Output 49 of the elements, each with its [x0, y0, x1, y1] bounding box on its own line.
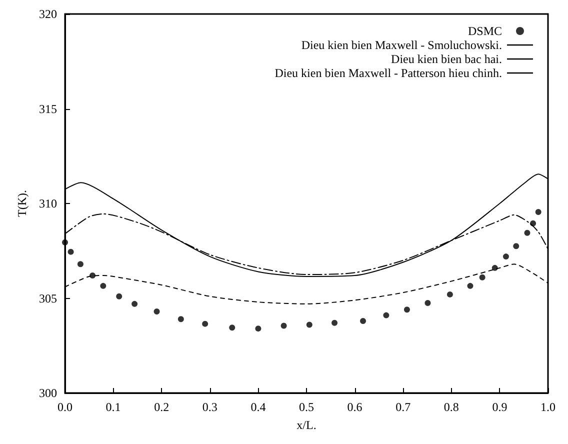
- point: [229, 324, 236, 331]
- x-tick-label: 0.1: [106, 400, 121, 414]
- point: [132, 300, 138, 307]
- point: [332, 320, 338, 326]
- y-axis-title: T(K).: [15, 190, 30, 217]
- x-tick-label: 1.0: [540, 400, 556, 414]
- point: [154, 308, 160, 315]
- point: [255, 326, 262, 332]
- point: [100, 282, 106, 289]
- point: [404, 306, 410, 313]
- point: [280, 322, 287, 329]
- point: [492, 264, 498, 271]
- y-tick-label: 305: [39, 291, 57, 306]
- y-tick-label: 300: [39, 386, 57, 400]
- point: [77, 261, 84, 268]
- legend-label: Dieu kien bien Maxwell - Patterson hieu chinh.: [274, 66, 502, 80]
- x-tick-label: 0.7: [396, 400, 411, 414]
- point: [467, 282, 474, 289]
- x-tick-label: 0.0: [58, 400, 72, 414]
- point: [513, 243, 520, 250]
- point: [90, 272, 96, 279]
- point: [306, 322, 312, 328]
- point: [535, 209, 542, 216]
- point: [202, 320, 208, 327]
- point: [502, 254, 509, 260]
- x-tick-label: 0.2: [154, 400, 170, 414]
- x-axis-title: x/L.: [296, 418, 316, 432]
- point: [62, 239, 68, 246]
- x-tick-label: 0.5: [299, 400, 314, 414]
- y-tick-label: 315: [39, 102, 57, 116]
- point: [446, 291, 453, 298]
- legend-label: Dieu kien bien Maxwell - Smoluchowski.: [301, 38, 502, 52]
- point: [424, 300, 431, 306]
- point: [360, 318, 366, 324]
- legend-label: DSMC: [468, 24, 502, 38]
- x-tick-label: 0.6: [347, 400, 362, 414]
- point: [479, 274, 486, 280]
- y-tick-label: 310: [39, 196, 57, 210]
- y-tick-label: 320: [39, 7, 57, 21]
- point: [116, 293, 122, 300]
- point: [178, 316, 184, 322]
- x-tick-label: 0.9: [492, 400, 508, 414]
- point: [383, 312, 390, 318]
- point: [524, 230, 530, 236]
- legend-label: Dieu kien bien bac hai.: [391, 52, 502, 66]
- x-tick-label: 0.3: [202, 400, 218, 414]
- x-tick-label: 0.4: [250, 400, 266, 414]
- x-tick-label: 0.8: [444, 400, 459, 414]
- point: [68, 248, 74, 255]
